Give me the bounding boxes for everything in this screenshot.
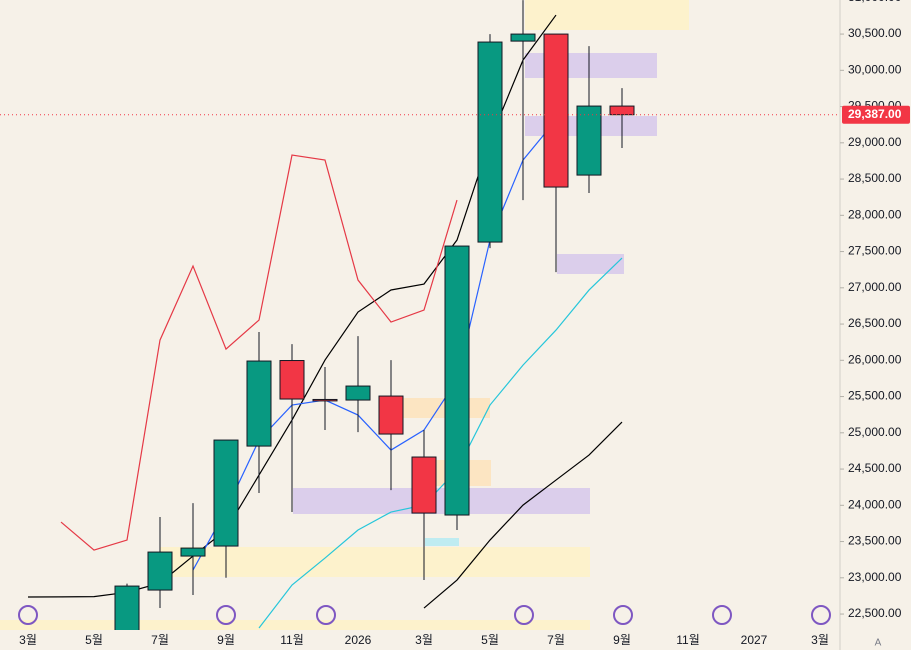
x-tick-label: 5월: [481, 633, 499, 647]
candle-body: [345, 385, 371, 401]
y-tick-label: 26,500.00: [848, 316, 902, 330]
candle-body: [279, 360, 305, 400]
y-tick-label: 28,000.00: [848, 207, 902, 221]
y-tick-label: 31,000.00: [848, 0, 902, 4]
y-tick-label: 27,000.00: [848, 280, 902, 294]
line-series: [423, 421, 623, 609]
zone: [557, 254, 624, 274]
x-tick-label: 11월: [676, 633, 700, 647]
y-tick-label: 25,500.00: [848, 389, 902, 403]
candle-body: [180, 547, 206, 557]
x-tick-label: 3월: [19, 633, 37, 647]
y-tick-label: 26,000.00: [848, 352, 902, 366]
y-tick-label: 24,500.00: [848, 461, 902, 475]
plot-area: [27, 0, 635, 630]
y-tick-label: 22,500.00: [848, 606, 902, 620]
event-icons: [18, 605, 831, 625]
candle-body: [543, 33, 569, 188]
x-tick-label: 2027: [741, 633, 768, 647]
y-tick-label: 28,500.00: [848, 171, 902, 185]
zone: [392, 398, 490, 418]
last-price-tag: [842, 105, 910, 124]
candle-body: [510, 33, 536, 42]
zone: [160, 547, 590, 577]
zone: [0, 620, 590, 630]
x-tick-label: 7월: [547, 633, 565, 647]
candle-body: [576, 105, 602, 176]
x-tick-label: 9월: [613, 633, 631, 647]
candle-body: [609, 105, 635, 116]
candle-body: [147, 551, 173, 591]
x-tick-label: 9월: [217, 633, 235, 647]
x-tick-label: 11월: [280, 633, 304, 647]
candle-body: [213, 439, 239, 547]
y-tick-label: 30,000.00: [848, 62, 902, 76]
zone: [293, 488, 590, 514]
scale-mode-label: A: [875, 638, 882, 649]
zone: [525, 0, 689, 30]
y-tick-label: 29,000.00: [848, 135, 902, 149]
candle-body: [312, 398, 338, 402]
x-tick-label: 7월: [151, 633, 169, 647]
candle-body: [411, 456, 437, 514]
y-tick-label: 24,000.00: [848, 497, 902, 511]
x-tick-label: 3월: [811, 633, 829, 647]
zone: [425, 538, 459, 546]
candle-body: [444, 245, 470, 516]
last-price-label: 29,387.00: [848, 107, 902, 121]
y-tick-label: 25,000.00: [848, 425, 902, 439]
y-tick-label: 23,000.00: [848, 570, 902, 584]
y-tick-label: 30,500.00: [848, 26, 902, 40]
y-tick-label: 23,500.00: [848, 534, 902, 548]
x-tick-label: 2026: [345, 633, 372, 647]
candle-body: [378, 395, 404, 435]
line-series: [60, 154, 458, 551]
y-tick-label: 27,500.00: [848, 244, 902, 258]
candle-body: [246, 360, 272, 447]
x-tick-label: 5월: [85, 633, 103, 647]
candle-body: [114, 585, 140, 630]
x-tick-label: 3월: [415, 633, 433, 647]
candle-body: [477, 41, 503, 243]
line-series: [258, 257, 623, 629]
